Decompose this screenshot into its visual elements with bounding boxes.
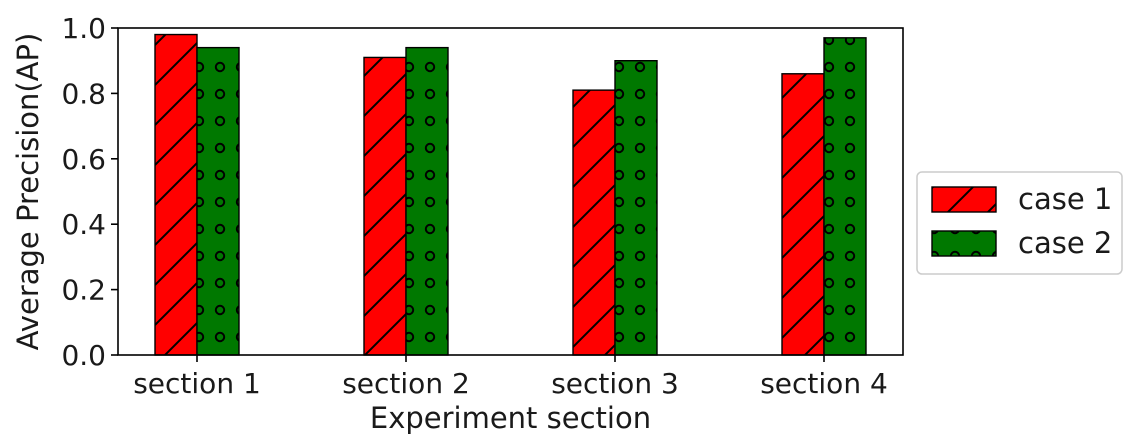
legend: case 1 case 2 bbox=[916, 171, 1123, 275]
y-tick-label: 0.6 bbox=[61, 143, 106, 176]
x-tick-label: section 3 bbox=[551, 367, 679, 400]
x-tick-label: section 2 bbox=[342, 367, 470, 400]
bar-case-2-section-1 bbox=[196, 46, 240, 356]
y-axis-title: Average Precision(AP) bbox=[11, 33, 45, 351]
bar-case-2-section-4 bbox=[823, 37, 867, 356]
legend-label: case 2 bbox=[1018, 226, 1112, 260]
bar-case-1-section-4 bbox=[781, 73, 825, 356]
bar-case-1-section-2 bbox=[363, 56, 407, 356]
bars-layer bbox=[154, 33, 867, 356]
legend-item-case-1: case 1 bbox=[931, 182, 1112, 216]
bar-case-1-section-1 bbox=[154, 33, 198, 356]
y-tick-label: 1.0 bbox=[61, 12, 106, 45]
y-tick-label: 0.4 bbox=[61, 208, 106, 241]
bar-case-1-section-3 bbox=[572, 89, 616, 356]
y-tick-label: 0.2 bbox=[61, 274, 106, 307]
bar-case-2-section-2 bbox=[405, 46, 449, 356]
x-tick-label: section 1 bbox=[133, 367, 261, 400]
plot-frame bbox=[117, 27, 904, 356]
bar-case-2-section-3 bbox=[614, 60, 658, 356]
legend-item-case-2: case 2 bbox=[931, 226, 1112, 260]
y-axis: 0.0 0.2 0.4 0.6 0.8 1.0 bbox=[61, 12, 118, 372]
y-tick-label: 0.0 bbox=[61, 339, 106, 372]
legend-label: case 1 bbox=[1018, 182, 1112, 216]
x-axis: section 1 section 2 section 3 section 4 bbox=[133, 355, 888, 400]
y-tick-label: 0.8 bbox=[61, 77, 106, 110]
x-axis-title: Experiment section bbox=[370, 401, 651, 435]
x-tick-label: section 4 bbox=[760, 367, 888, 400]
